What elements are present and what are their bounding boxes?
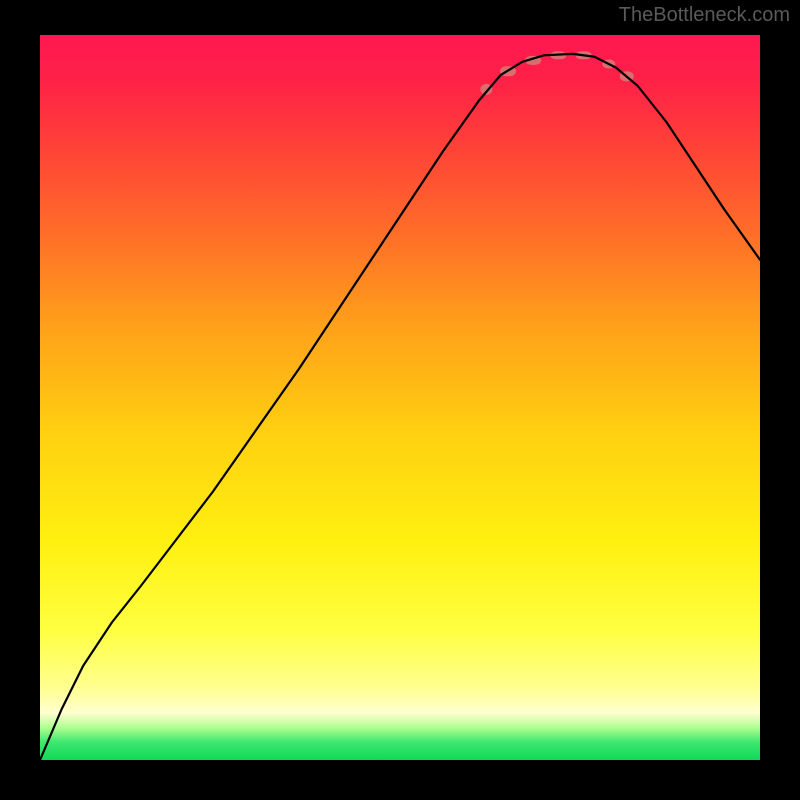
bottleneck-curve <box>40 54 760 760</box>
watermark-text: TheBottleneck.com <box>619 4 790 27</box>
curve-layer <box>40 35 760 760</box>
plot-area <box>40 35 760 760</box>
